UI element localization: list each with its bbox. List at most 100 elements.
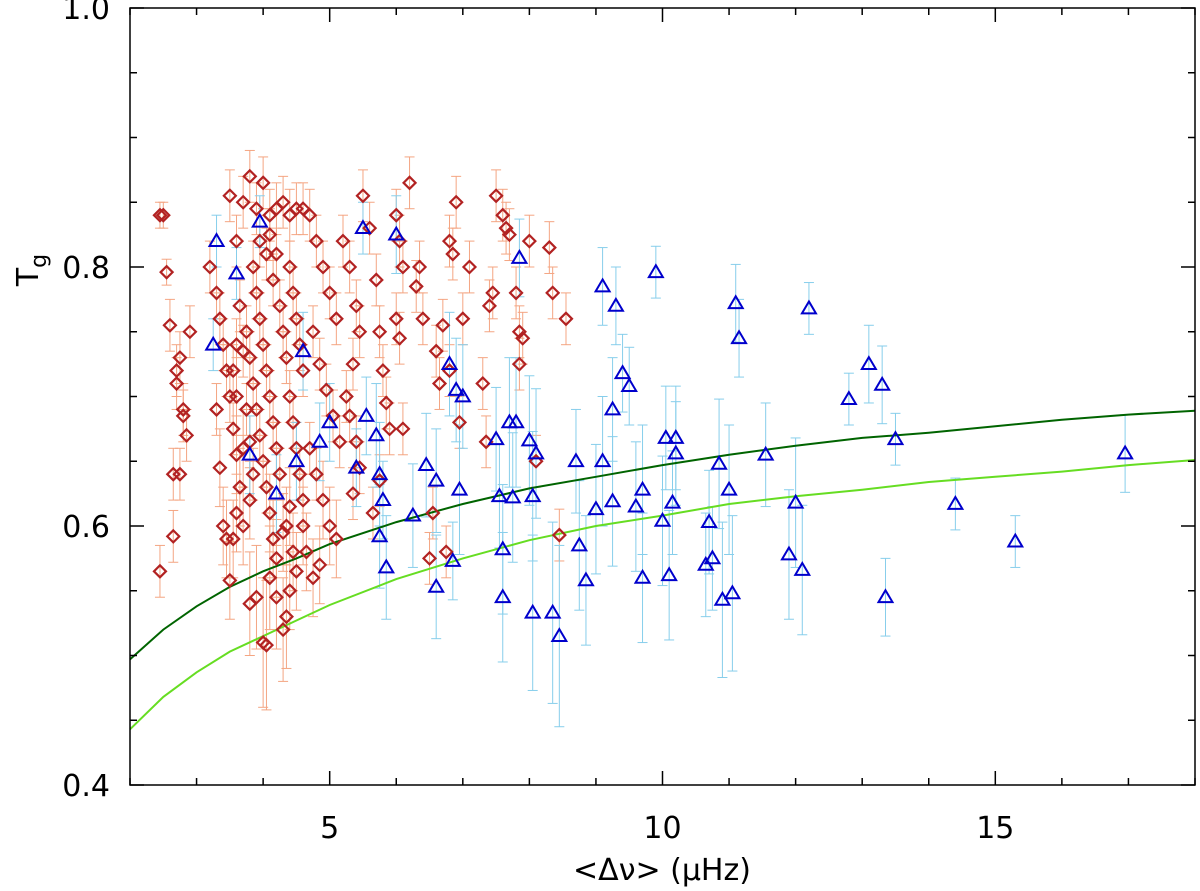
y-tick-label: 0.4 bbox=[62, 769, 110, 804]
triangle-marker bbox=[577, 571, 595, 587]
diamond-marker bbox=[288, 311, 304, 327]
triangle-marker bbox=[370, 527, 389, 543]
triangle-marker bbox=[320, 413, 339, 429]
triangle-marker bbox=[490, 487, 509, 503]
triangle-marker bbox=[1006, 532, 1025, 548]
triangle-marker bbox=[251, 212, 269, 228]
diamond-marker bbox=[252, 311, 268, 327]
diamond-marker bbox=[282, 583, 298, 599]
tick-labels: 5 10 15 0.4 0.6 0.8 1.0 bbox=[62, 0, 1014, 846]
triangle-marker bbox=[703, 549, 722, 565]
diamond-marker bbox=[295, 518, 311, 534]
diamond-marker bbox=[282, 388, 298, 405]
diamond-marker bbox=[322, 285, 338, 301]
diamond-marker bbox=[448, 194, 464, 210]
diamond-marker bbox=[302, 207, 318, 223]
diamond-marker bbox=[461, 259, 478, 275]
triangle-marker bbox=[633, 480, 652, 496]
diamond-marker bbox=[228, 337, 245, 353]
diamond-marker bbox=[248, 285, 265, 301]
diamond-marker bbox=[245, 466, 261, 482]
diamond-marker bbox=[235, 518, 251, 534]
triangle-marker bbox=[523, 487, 542, 503]
diamond-marker bbox=[375, 363, 391, 379]
diamond-marker bbox=[451, 414, 468, 430]
diamond-marker bbox=[305, 324, 321, 340]
diamond-marker bbox=[262, 388, 278, 405]
triangle-marker bbox=[633, 568, 652, 584]
triangle-marker bbox=[567, 452, 585, 468]
diamond-marker bbox=[262, 570, 278, 586]
diamond-marker bbox=[335, 233, 351, 249]
diamond-marker bbox=[395, 421, 411, 437]
triangle-marker bbox=[377, 558, 396, 574]
triangle-marker bbox=[494, 540, 512, 556]
triangle-marker bbox=[860, 355, 878, 371]
diamond-marker bbox=[408, 278, 424, 294]
diamond-marker bbox=[282, 499, 298, 515]
diamond-marker bbox=[262, 505, 278, 521]
triangle-marker bbox=[886, 430, 905, 446]
diamond-marker bbox=[268, 589, 284, 605]
triangle-marker bbox=[241, 445, 259, 461]
diamond-marker bbox=[312, 356, 328, 372]
triangle-marker bbox=[786, 493, 805, 509]
diamond-marker bbox=[228, 505, 245, 521]
diamond-marker bbox=[258, 246, 275, 262]
triangle-marker bbox=[873, 375, 891, 391]
diamond-marker bbox=[342, 259, 358, 275]
triangle-marker bbox=[294, 342, 312, 358]
diamond-marker bbox=[478, 434, 494, 450]
diamond-marker bbox=[182, 324, 198, 340]
diamond-marker bbox=[225, 421, 241, 437]
x-tick-label: 5 bbox=[320, 811, 339, 846]
markers-layer bbox=[152, 168, 1134, 653]
diamond-marker bbox=[365, 505, 381, 521]
diamond-marker bbox=[265, 414, 281, 430]
diamond-marker bbox=[425, 505, 441, 521]
diamond-marker bbox=[368, 272, 384, 288]
diamond-marker bbox=[215, 337, 231, 353]
diamond-marker bbox=[238, 324, 255, 340]
diamond-marker bbox=[272, 298, 288, 314]
diamond-marker bbox=[235, 194, 251, 210]
diamond-marker bbox=[421, 550, 438, 566]
diamond-marker bbox=[278, 609, 294, 625]
diamond-marker bbox=[252, 427, 268, 443]
triangle-marker bbox=[503, 488, 522, 504]
diamond-marker bbox=[332, 434, 348, 450]
diamond-marker bbox=[441, 233, 458, 249]
diamond-marker bbox=[242, 168, 258, 184]
triangle-marker bbox=[647, 263, 665, 279]
triangle-marker bbox=[1116, 444, 1134, 460]
triangle-marker bbox=[780, 545, 798, 561]
triangle-marker bbox=[447, 381, 465, 396]
triangle-marker bbox=[543, 603, 562, 619]
triangle-marker bbox=[726, 294, 745, 310]
diamond-marker bbox=[268, 246, 284, 262]
diamond-marker bbox=[485, 285, 501, 301]
diamond-marker bbox=[208, 401, 225, 418]
triangle-marker bbox=[593, 277, 612, 293]
diamond-marker bbox=[285, 414, 301, 430]
diamond-marker bbox=[262, 227, 278, 243]
triangle-marker bbox=[793, 561, 812, 576]
x-tick-label: 15 bbox=[976, 811, 1014, 846]
diamond-marker bbox=[328, 531, 344, 547]
triangle-marker bbox=[287, 452, 306, 468]
triangle-marker bbox=[756, 445, 775, 461]
triangle-marker bbox=[710, 454, 728, 470]
diamond-marker bbox=[245, 375, 261, 392]
diamond-marker bbox=[328, 311, 344, 327]
diamond-marker bbox=[175, 401, 191, 418]
diamond-marker bbox=[222, 572, 238, 588]
diamond-marker bbox=[248, 201, 265, 217]
triangle-marker bbox=[660, 566, 678, 582]
diamond-marker bbox=[252, 233, 268, 249]
diamond-marker bbox=[355, 188, 371, 204]
diamond-marker bbox=[255, 337, 271, 353]
triangle-marker bbox=[267, 484, 286, 500]
triangle-marker bbox=[444, 551, 462, 567]
triangle-marker bbox=[450, 480, 469, 496]
